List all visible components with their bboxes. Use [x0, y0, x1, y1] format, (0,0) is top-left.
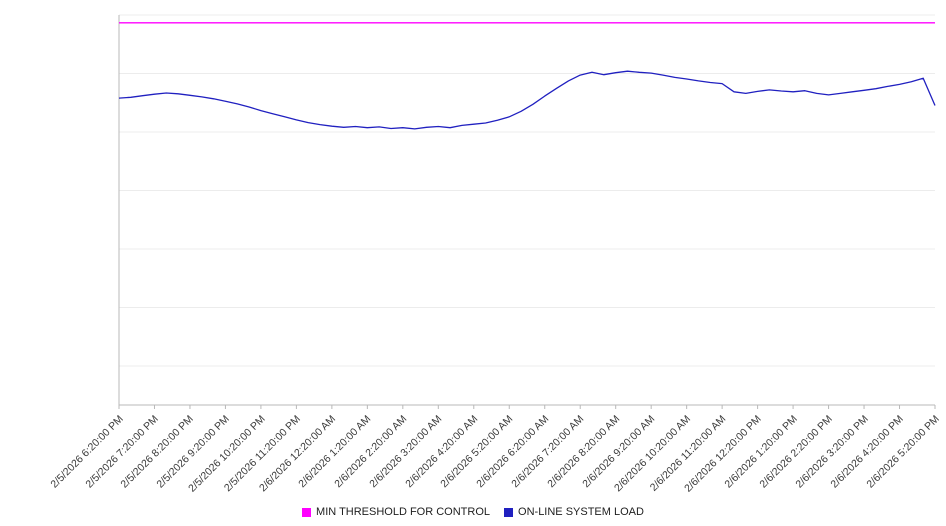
legend-item-load: ON-LINE SYSTEM LOAD: [504, 506, 644, 518]
legend-label-load: ON-LINE SYSTEM LOAD: [518, 506, 644, 518]
legend-swatch-threshold-icon: [302, 507, 312, 517]
plot-area: [118, 14, 936, 409]
legend-label-threshold: MIN THRESHOLD FOR CONTROL: [316, 506, 491, 518]
legend-swatch-load-icon: [504, 507, 514, 517]
series-line-1: [118, 70, 936, 130]
legend-item-threshold: MIN THRESHOLD FOR CONTROL: [302, 506, 490, 518]
legend: MIN THRESHOLD FOR CONTROL ON-LINE SYSTEM…: [0, 506, 946, 518]
